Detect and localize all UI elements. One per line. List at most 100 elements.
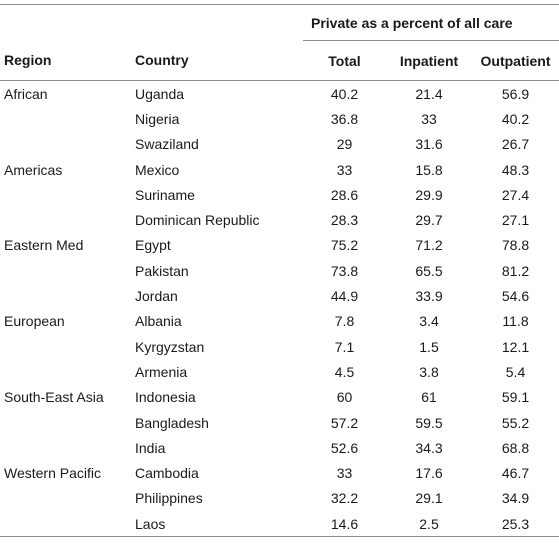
cell-inpatient: 65.5 (415, 262, 443, 279)
cell-outpatient: 48.3 (501, 161, 530, 178)
table-row: Swaziland 29 31.6 26.7 (0, 132, 559, 157)
cell-total: 60 (336, 389, 353, 406)
table-row: Dominican Republic 28.3 29.7 27.1 (0, 207, 559, 232)
cell-outpatient: 11.8 (502, 313, 529, 330)
cell-total: 14.6 (303, 511, 386, 538)
table-row: Laos 14.6 2.5 25.3 (0, 511, 559, 538)
cell-outpatient: 34.9 (501, 490, 530, 507)
cell-inpatient: 15.8 (415, 161, 443, 178)
cell-total: 73.8 (330, 262, 359, 279)
cell-region: South-East Asia (4, 389, 104, 406)
cell-country: Swaziland (135, 136, 199, 153)
group-header-blank-region (0, 5, 135, 41)
cell-total: 33 (336, 465, 353, 482)
table-row: Kyrgyzstan 7.1 1.5 12.1 (0, 334, 559, 359)
cell-total: 28.3 (330, 212, 359, 229)
cell-inpatient: 29.9 (415, 186, 443, 203)
cell-country: Dominican Republic (135, 212, 260, 229)
cell-country: Armenia (135, 363, 188, 380)
cell-region (0, 435, 135, 460)
column-header-total: Total (303, 40, 386, 81)
table-body: African Uganda 40.2 21.4 56.9 Nigeria 36… (0, 81, 559, 538)
cell-outpatient: 78.8 (501, 237, 530, 254)
cell-region (0, 486, 135, 511)
cell-country: Albania (135, 313, 182, 330)
group-header-row: Private as a percent of all care (0, 5, 559, 41)
cell-region (0, 182, 135, 207)
table-row: Pakistan 73.8 65.5 81.2 (0, 258, 559, 283)
cell-total: 44.9 (330, 288, 359, 305)
cell-region: African (4, 85, 48, 102)
cell-region: Western Pacific (4, 465, 101, 482)
cell-outpatient: 26.7 (501, 136, 530, 153)
cell-total: 36.8 (330, 110, 359, 127)
cell-inpatient: 29.7 (415, 212, 443, 229)
cell-region (0, 106, 135, 131)
table-row: India 52.6 34.3 68.8 (0, 435, 559, 460)
cell-outpatient: 27.1 (501, 212, 530, 229)
column-header-row: Region Country Total Inpatient Outpatien… (0, 40, 559, 81)
cell-country: Jordan (135, 288, 178, 305)
cell-country: Cambodia (135, 465, 199, 482)
cell-total: 57.2 (330, 414, 359, 431)
cell-region: Eastern Med (4, 237, 84, 254)
cell-outpatient: 5.4 (505, 363, 526, 380)
cell-total: 28.6 (330, 186, 359, 203)
table-row: Philippines 32.2 29.1 34.9 (0, 486, 559, 511)
cell-total: 29 (336, 136, 353, 153)
table-row: Western Pacific Cambodia 33 17.6 46.7 (0, 460, 559, 485)
cell-outpatient: 27.4 (501, 186, 530, 203)
cell-inpatient: 1.5 (419, 338, 439, 355)
data-table: Private as a percent of all care Region … (0, 4, 559, 538)
column-header-inpatient: Inpatient (386, 40, 472, 81)
cell-outpatient: 54.6 (501, 288, 530, 305)
table-row: African Uganda 40.2 21.4 56.9 (0, 81, 559, 107)
cell-outpatient: 59.1 (501, 389, 530, 406)
cell-total: 75.2 (330, 237, 359, 254)
cell-country: Uganda (135, 85, 185, 102)
cell-inpatient: 33.9 (415, 288, 443, 305)
cell-inpatient: 3.4 (419, 313, 439, 330)
table-row: European Albania 7.8 3.4 11.8 (0, 309, 559, 334)
cell-outpatient: 68.8 (501, 439, 530, 456)
cell-inpatient: 3.8 (419, 363, 439, 380)
cell-total: 7.8 (334, 313, 355, 330)
cell-outpatient: 81.2 (501, 262, 530, 279)
cell-total: 52.6 (330, 439, 359, 456)
group-header-private-care: Private as a percent of all care (303, 5, 559, 41)
cell-inpatient: 59.5 (415, 414, 443, 431)
cell-country: Egypt (135, 237, 171, 254)
cell-inpatient: 2.5 (386, 511, 472, 538)
table-row: Armenia 4.5 3.8 5.4 (0, 359, 559, 384)
cell-outpatient: 12.1 (501, 338, 530, 355)
group-header-blank-country (135, 5, 303, 41)
column-header-outpatient: Outpatient (472, 40, 559, 81)
table-row: Americas Mexico 33 15.8 48.3 (0, 157, 559, 182)
cell-region: Americas (4, 161, 63, 178)
cell-country: Bangladesh (135, 414, 209, 431)
cell-inpatient: 34.3 (415, 439, 443, 456)
cell-region (0, 410, 135, 435)
cell-country: Suriname (135, 186, 195, 203)
cell-outpatient: 56.9 (501, 85, 530, 102)
cell-inpatient: 29.1 (415, 490, 443, 507)
cell-outpatient: 25.3 (472, 511, 559, 538)
cell-region (0, 334, 135, 359)
cell-country: Kyrgyzstan (135, 338, 205, 355)
cell-total: 33 (336, 161, 353, 178)
cell-region: European (4, 313, 65, 330)
cell-inpatient: 71.2 (415, 237, 443, 254)
cell-region (0, 283, 135, 308)
cell-region (0, 258, 135, 283)
cell-inpatient: 33 (421, 110, 437, 127)
cell-inpatient: 61 (421, 389, 437, 406)
table-row: Eastern Med Egypt 75.2 71.2 78.8 (0, 233, 559, 258)
cell-region (0, 359, 135, 384)
cell-outpatient: 40.2 (501, 110, 530, 127)
table-row: Jordan 44.9 33.9 54.6 (0, 283, 559, 308)
cell-total: 7.1 (334, 338, 355, 355)
cell-country: Nigeria (135, 110, 180, 127)
cell-outpatient: 46.7 (501, 465, 530, 482)
cell-country: Philippines (135, 490, 203, 507)
